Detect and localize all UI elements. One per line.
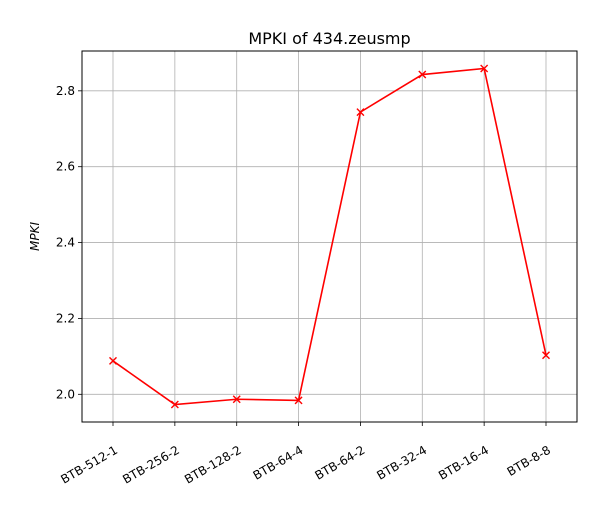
data-point [109, 356, 117, 365]
chart-title: MPKI of 434.zeusmp [248, 29, 410, 48]
y-tick-label: 2.8 [56, 84, 75, 98]
y-tick-label: 2.2 [56, 311, 75, 325]
data-point-marker [232, 395, 241, 404]
y-axis-label: MPKI [28, 222, 42, 251]
series-line [112, 67, 547, 406]
data-point-marker [480, 64, 489, 73]
y-tick-label: 2.6 [56, 160, 75, 174]
data-point [480, 64, 489, 73]
data-point-marker [542, 351, 550, 360]
y-tick-label: 2.4 [56, 236, 75, 250]
data-point [542, 351, 550, 360]
grid-layer [82, 51, 577, 422]
data-point [356, 108, 365, 117]
data-point-marker [356, 108, 365, 117]
data-point [294, 396, 303, 405]
series-layer [109, 64, 550, 409]
data-point-marker [418, 70, 427, 79]
data-point-marker [170, 400, 179, 409]
data-point [418, 70, 427, 79]
data-point [232, 395, 241, 404]
data-point-marker [109, 356, 117, 365]
y-tick-label: 2.0 [56, 387, 75, 401]
data-point [170, 400, 179, 409]
data-point-marker [294, 396, 303, 405]
plot-frame [81, 50, 578, 423]
